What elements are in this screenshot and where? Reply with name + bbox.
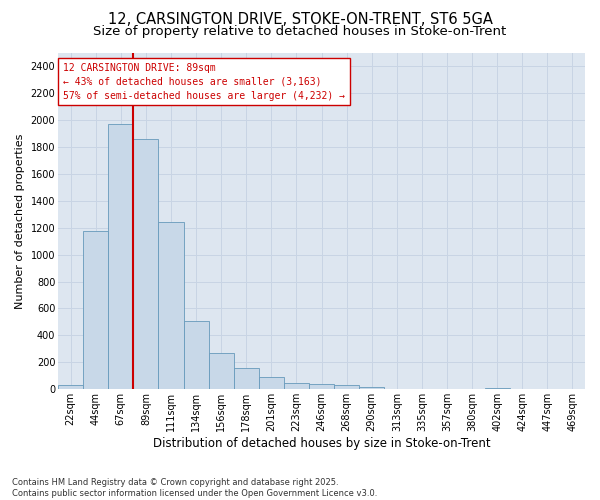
Bar <box>184 320 209 390</box>
Text: Contains HM Land Registry data © Crown copyright and database right 2025.
Contai: Contains HM Land Registry data © Crown c… <box>12 478 377 498</box>
Y-axis label: Number of detached properties: Number of detached properties <box>15 133 25 308</box>
X-axis label: Distribution of detached houses by size in Stoke-on-Trent: Distribution of detached houses by size … <box>153 437 490 450</box>
Bar <box>108 124 133 390</box>
Text: Size of property relative to detached houses in Stoke-on-Trent: Size of property relative to detached ho… <box>94 25 506 38</box>
Bar <box>209 353 234 390</box>
Bar <box>58 386 83 390</box>
Text: 12 CARSINGTON DRIVE: 89sqm
← 43% of detached houses are smaller (3,163)
57% of s: 12 CARSINGTON DRIVE: 89sqm ← 43% of deta… <box>64 62 346 100</box>
Bar <box>309 384 334 390</box>
Bar <box>234 368 259 390</box>
Text: 12, CARSINGTON DRIVE, STOKE-ON-TRENT, ST6 5GA: 12, CARSINGTON DRIVE, STOKE-ON-TRENT, ST… <box>107 12 493 28</box>
Bar <box>133 140 158 390</box>
Bar <box>359 386 384 390</box>
Bar <box>334 386 359 390</box>
Bar <box>259 377 284 390</box>
Bar <box>83 231 108 390</box>
Bar <box>158 222 184 390</box>
Bar <box>284 382 309 390</box>
Bar <box>485 388 510 390</box>
